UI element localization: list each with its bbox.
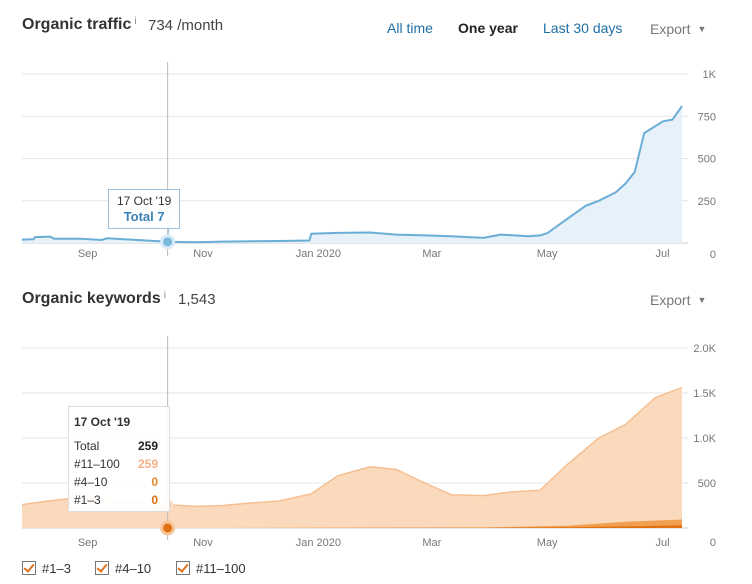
y-tick-label: 2.0K	[693, 343, 716, 355]
x-tick-label: May	[537, 537, 558, 549]
legend-label: #11–100	[196, 561, 246, 576]
x-tick-label: Sep	[78, 537, 98, 549]
legend-label: #1–3	[42, 561, 71, 576]
tooltip-row-total: Total 259	[74, 439, 158, 453]
traffic-area	[22, 106, 682, 243]
y-tick-label: 250	[698, 196, 716, 208]
tooltip-row-value: 0	[151, 475, 158, 489]
organic-keywords-title: Organic keywords i	[22, 290, 166, 308]
organic-keywords-panel: Organic keywords i 1,543 Export ▼	[0, 278, 752, 584]
x-tick-label: Sep	[78, 248, 98, 260]
series-11-100-area	[22, 387, 682, 528]
range-last-30-days-button[interactable]: Last 30 days	[543, 20, 623, 36]
chevron-down-icon: ▼	[697, 295, 707, 305]
keywords-tooltip: 17 Oct '19 Total 259 #11–100 259 #4–10 0…	[68, 406, 170, 512]
organic-traffic-chart: 0 250 500 750 1K Sep Nov Jan 2020 Mar May Jul	[21, 62, 717, 261]
x-tick-label: Jan 2020	[296, 248, 341, 260]
tooltip-row-value: 259	[137, 457, 158, 471]
hover-point	[160, 234, 176, 250]
organic-traffic-panel: Organic traffic i 734 /month All time One…	[0, 0, 752, 270]
x-tick-label: Mar	[422, 537, 441, 549]
x-tick-label: Jul	[655, 537, 669, 549]
range-all-time-button[interactable]: All time	[387, 20, 433, 36]
keywords-export-label: Export	[650, 292, 691, 308]
y-tick-label: 750	[698, 111, 716, 123]
organic-keywords-title-text: Organic keywords	[22, 290, 161, 307]
traffic-tooltip: 17 Oct '19 Total 7	[108, 189, 181, 229]
tooltip-row-label: Total	[74, 439, 100, 453]
traffic-line	[21, 105, 683, 244]
organic-traffic-value: 734 /month	[148, 17, 224, 34]
info-icon[interactable]: i	[134, 16, 137, 27]
y-tick-label: 1K	[703, 69, 717, 81]
tooltip-row-1-3: #1–3 0	[74, 493, 158, 507]
chevron-down-icon: ▼	[697, 24, 707, 34]
x-tick-label: Mar	[422, 248, 441, 260]
tooltip-row-value: 259	[137, 439, 158, 453]
traffic-tooltip-total: Total 7	[123, 209, 165, 224]
hover-point-1-3	[160, 520, 176, 536]
range-one-year-button[interactable]: One year	[458, 20, 518, 36]
x-tick-label: Jul	[655, 248, 669, 260]
organic-traffic-title: Organic traffic i	[22, 16, 137, 34]
tooltip-row-label: #1–3	[74, 493, 101, 507]
series-1-3-area	[22, 525, 682, 528]
keywords-tooltip-date: 17 Oct '19	[74, 415, 131, 429]
y-tick-label: 0	[710, 249, 716, 261]
tooltip-row-11-100: #11–100 259	[74, 457, 158, 471]
tooltip-row-value: 0	[151, 493, 158, 507]
legend-item-4-10[interactable]: #4–10	[95, 561, 151, 576]
tooltip-row-label: #11–100	[74, 457, 120, 471]
y-tick-label: 1.0K	[693, 433, 716, 445]
x-tick-label: Nov	[193, 537, 213, 549]
legend-item-11-100[interactable]: #11–100	[176, 561, 246, 576]
tooltip-row-label: #4–10	[74, 475, 108, 489]
y-tick-label: 500	[698, 154, 716, 166]
tooltip-row-4-10: #4–10 0	[74, 475, 158, 489]
y-tick-label: 500	[698, 478, 716, 490]
traffic-export-button[interactable]: Export ▼	[650, 21, 706, 37]
traffic-export-label: Export	[650, 21, 691, 37]
info-icon[interactable]: i	[163, 290, 166, 301]
y-tick-label: 0	[710, 537, 716, 549]
checkbox-checked-icon[interactable]	[176, 561, 190, 575]
checkbox-checked-icon[interactable]	[95, 561, 109, 575]
traffic-tooltip-date: 17 Oct '19	[117, 194, 172, 208]
keywords-export-button[interactable]: Export ▼	[650, 292, 706, 308]
checkbox-checked-icon[interactable]	[22, 561, 36, 575]
organic-keywords-value: 1,543	[178, 291, 216, 308]
organic-traffic-title-text: Organic traffic	[22, 16, 132, 33]
x-tick-label: Jan 2020	[296, 537, 341, 549]
legend-item-1-3[interactable]: #1–3	[22, 561, 71, 576]
y-tick-label: 1.5K	[693, 388, 716, 400]
x-tick-label: May	[537, 248, 558, 260]
legend-label: #4–10	[115, 561, 152, 576]
x-tick-label: Nov	[193, 248, 213, 260]
